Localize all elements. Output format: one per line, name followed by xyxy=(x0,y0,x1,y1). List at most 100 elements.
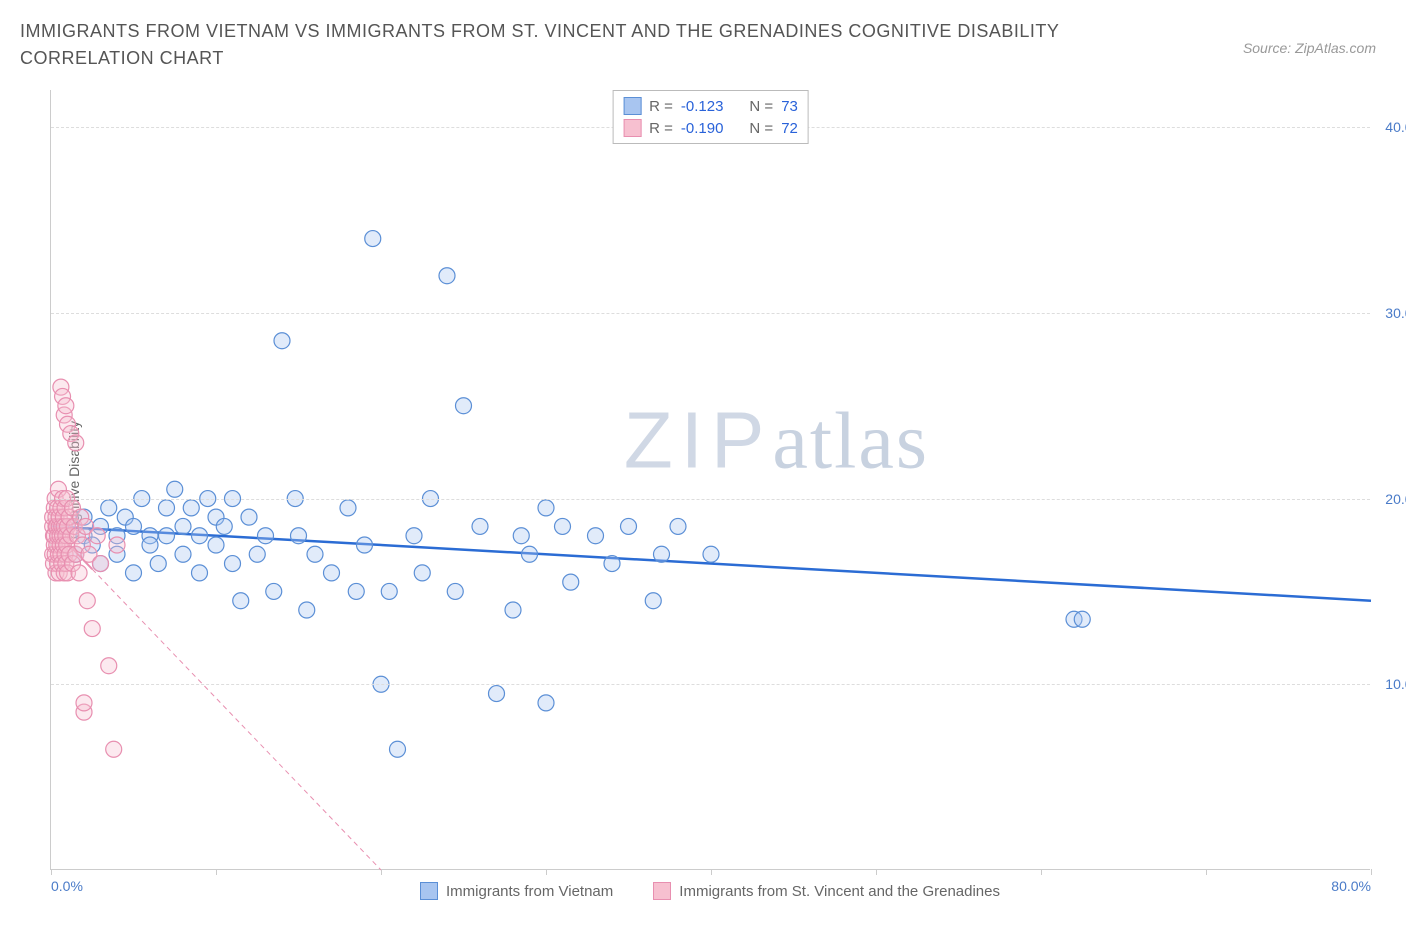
y-tick-label: 10.0% xyxy=(1385,676,1406,692)
plot-area: ZIPatlas R = -0.123 N = 73 R = -0.190 N … xyxy=(50,90,1370,870)
x-tick xyxy=(381,869,382,875)
x-tick-label: 0.0% xyxy=(51,878,83,894)
data-point xyxy=(348,583,364,599)
legend-stats-row: R = -0.190 N = 72 xyxy=(623,117,798,139)
n-label: N = xyxy=(749,98,773,115)
data-point xyxy=(703,546,719,562)
n-value: 72 xyxy=(781,120,798,137)
data-point xyxy=(299,602,315,618)
data-point xyxy=(109,537,125,553)
data-point xyxy=(241,509,257,525)
data-point xyxy=(258,528,274,544)
legend-series: Immigrants from Vietnam Immigrants from … xyxy=(420,882,1000,900)
legend-series-label: Immigrants from St. Vincent and the Gren… xyxy=(679,883,1000,900)
data-point xyxy=(76,695,92,711)
data-point xyxy=(563,574,579,590)
data-point xyxy=(489,686,505,702)
data-point xyxy=(126,565,142,581)
data-point xyxy=(101,500,117,516)
data-point xyxy=(216,518,232,534)
data-point xyxy=(249,546,265,562)
data-point xyxy=(670,518,686,534)
data-point xyxy=(307,546,323,562)
legend-stats: R = -0.123 N = 73 R = -0.190 N = 72 xyxy=(612,90,809,144)
data-point xyxy=(93,556,109,572)
data-point xyxy=(365,231,381,247)
data-point xyxy=(183,500,199,516)
data-point xyxy=(340,500,356,516)
x-tick xyxy=(216,869,217,875)
data-point xyxy=(621,518,637,534)
legend-swatch xyxy=(420,882,438,900)
data-point xyxy=(58,398,74,414)
x-tick xyxy=(546,869,547,875)
y-tick-label: 40.0% xyxy=(1385,119,1406,135)
data-point xyxy=(89,528,105,544)
y-tick-label: 20.0% xyxy=(1385,491,1406,507)
legend-series-label: Immigrants from Vietnam xyxy=(446,883,613,900)
data-point xyxy=(472,518,488,534)
x-tick xyxy=(51,869,52,875)
legend-stats-row: R = -0.123 N = 73 xyxy=(623,95,798,117)
data-point xyxy=(406,528,422,544)
data-point xyxy=(456,398,472,414)
data-point xyxy=(142,537,158,553)
x-tick xyxy=(711,869,712,875)
data-point xyxy=(505,602,521,618)
data-point xyxy=(167,481,183,497)
data-point xyxy=(522,546,538,562)
data-point xyxy=(604,556,620,572)
data-point xyxy=(84,621,100,637)
data-point xyxy=(79,593,95,609)
data-point xyxy=(106,741,122,757)
data-point xyxy=(1074,611,1090,627)
source-citation: Source: ZipAtlas.com xyxy=(1243,40,1376,56)
data-point xyxy=(266,583,282,599)
data-point xyxy=(291,528,307,544)
data-point xyxy=(538,500,554,516)
scatter-plot: Cognitive Disability ZIPatlas R = -0.123… xyxy=(50,90,1370,870)
data-point xyxy=(175,546,191,562)
gridline xyxy=(51,313,1370,314)
legend-swatch xyxy=(653,882,671,900)
data-point xyxy=(208,537,224,553)
data-point xyxy=(381,583,397,599)
x-tick xyxy=(876,869,877,875)
r-label: R = xyxy=(649,120,673,137)
data-point xyxy=(538,695,554,711)
data-point xyxy=(101,658,117,674)
data-point xyxy=(357,537,373,553)
gridline xyxy=(51,684,1370,685)
data-point xyxy=(159,528,175,544)
data-point xyxy=(233,593,249,609)
data-point xyxy=(192,528,208,544)
data-point xyxy=(414,565,430,581)
data-point xyxy=(555,518,571,534)
x-tick xyxy=(1371,869,1372,875)
data-point xyxy=(150,556,166,572)
data-point xyxy=(192,565,208,581)
svg-layer xyxy=(51,90,1370,869)
data-point xyxy=(225,556,241,572)
data-point xyxy=(175,518,191,534)
n-label: N = xyxy=(749,120,773,137)
data-point xyxy=(390,741,406,757)
x-tick xyxy=(1206,869,1207,875)
legend-series-item: Immigrants from Vietnam xyxy=(420,882,613,900)
data-point xyxy=(274,333,290,349)
n-value: 73 xyxy=(781,98,798,115)
chart-title: IMMIGRANTS FROM VIETNAM VS IMMIGRANTS FR… xyxy=(20,18,1120,72)
gridline xyxy=(51,499,1370,500)
data-point xyxy=(654,546,670,562)
data-point xyxy=(126,518,142,534)
x-tick-label: 80.0% xyxy=(1331,878,1371,894)
data-point xyxy=(439,268,455,284)
y-tick-label: 30.0% xyxy=(1385,305,1406,321)
data-point xyxy=(71,565,87,581)
r-value: -0.123 xyxy=(681,98,724,115)
r-label: R = xyxy=(649,98,673,115)
data-point xyxy=(645,593,661,609)
legend-swatch xyxy=(623,119,641,137)
data-point xyxy=(324,565,340,581)
data-point xyxy=(447,583,463,599)
